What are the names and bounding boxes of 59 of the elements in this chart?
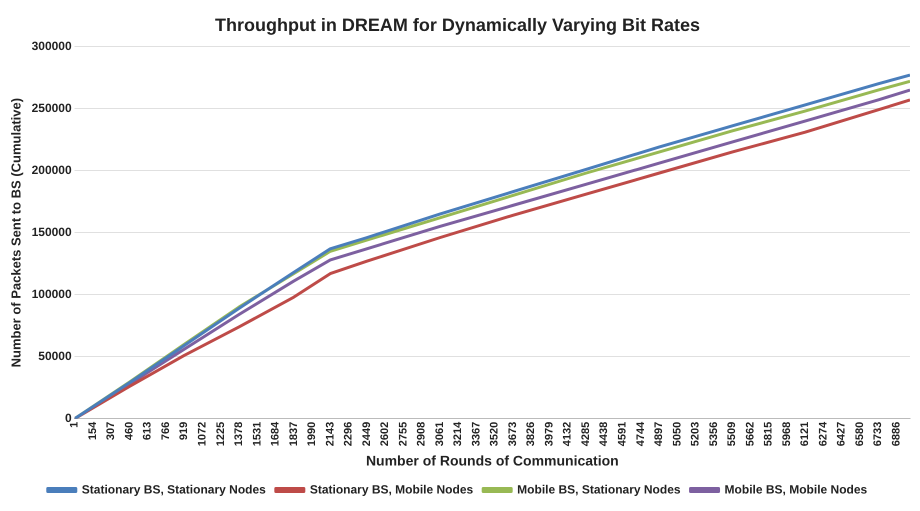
x-tick-label: 6121 <box>799 422 812 446</box>
x-tick-label: 1225 <box>214 422 227 446</box>
x-tick-label: 1531 <box>251 422 264 446</box>
x-tick-label: 4285 <box>580 422 592 446</box>
y-axis-title: Number of Packets Sent to BS (Cumulative) <box>8 98 24 368</box>
x-tick-label: 5815 <box>762 422 775 446</box>
x-tick-label: 613 <box>142 422 154 440</box>
x-tick-label: 3367 <box>470 422 482 446</box>
x-tick-label: 2449 <box>360 422 373 446</box>
x-tick-label: 6274 <box>817 420 830 446</box>
x-tick-label: 1378 <box>233 422 246 446</box>
y-tick-label: 300000 <box>32 38 72 53</box>
y-tick-label: 150000 <box>32 224 72 239</box>
x-tick-label: 307 <box>105 422 118 440</box>
x-tick-label: 1837 <box>288 422 300 446</box>
x-tick-label: 1072 <box>196 422 208 446</box>
x-tick-label: 2908 <box>416 422 428 446</box>
x-tick-label: 3214 <box>452 420 464 446</box>
x-tick-label: 766 <box>160 422 172 440</box>
x-tick-label: 2602 <box>379 422 392 446</box>
legend-label: Stationary BS, Mobile Nodes <box>310 482 474 496</box>
x-tick-label: 5203 <box>690 422 702 446</box>
legend-label: Stationary BS, Stationary Nodes <box>82 482 266 496</box>
x-tick-label: 3673 <box>506 422 519 446</box>
x-tick-label: 5509 <box>726 422 738 446</box>
x-axis-title: Number of Rounds of Communication <box>366 452 619 468</box>
y-tick-label: 50000 <box>38 349 72 364</box>
x-tick-label: 1990 <box>306 422 318 446</box>
y-tick-label: 100000 <box>32 287 72 301</box>
x-tick-label: 460 <box>123 422 136 440</box>
x-tick-label: 154 <box>86 420 99 440</box>
x-tick-label: 919 <box>178 422 190 440</box>
x-tick-label: 2296 <box>342 422 355 446</box>
x-tick-label: 5356 <box>708 422 720 446</box>
x-tick-label: 3061 <box>434 422 446 446</box>
x-tick-label: 3520 <box>488 422 501 446</box>
x-tick-label: 6580 <box>854 422 866 446</box>
y-tick-label: 200000 <box>32 162 72 177</box>
x-tick-label: 5050 <box>671 422 684 446</box>
x-tick-label: 1684 <box>270 420 282 446</box>
x-tick-label: 2755 <box>397 422 410 446</box>
x-tick-label: 6427 <box>836 422 848 446</box>
x-tick-label: 6733 <box>872 422 884 446</box>
x-tick-label: 3826 <box>525 422 538 446</box>
x-tick-label: 4744 <box>634 420 647 446</box>
legend-label: Mobile BS, Mobile Nodes <box>724 482 868 496</box>
chart-title: Throughput in DREAM for Dynamically Varying Bit Rates <box>214 14 700 35</box>
x-tick-label: 4132 <box>562 422 574 446</box>
legend-label: Mobile BS, Stationary Nodes <box>517 482 681 496</box>
x-tick-label: 3979 <box>543 422 556 446</box>
x-tick-label: 5968 <box>780 422 793 446</box>
x-tick-label: 2143 <box>324 422 336 446</box>
x-tick-label: 4438 <box>598 422 610 446</box>
x-tick-label: 4897 <box>653 422 666 446</box>
x-tick-label: 4591 <box>616 422 629 446</box>
x-tick-label: 6886 <box>890 422 902 446</box>
y-tick-label: 250000 <box>32 100 72 115</box>
x-tick-label: 1 <box>68 422 81 428</box>
x-tick-label: 5662 <box>744 422 756 446</box>
